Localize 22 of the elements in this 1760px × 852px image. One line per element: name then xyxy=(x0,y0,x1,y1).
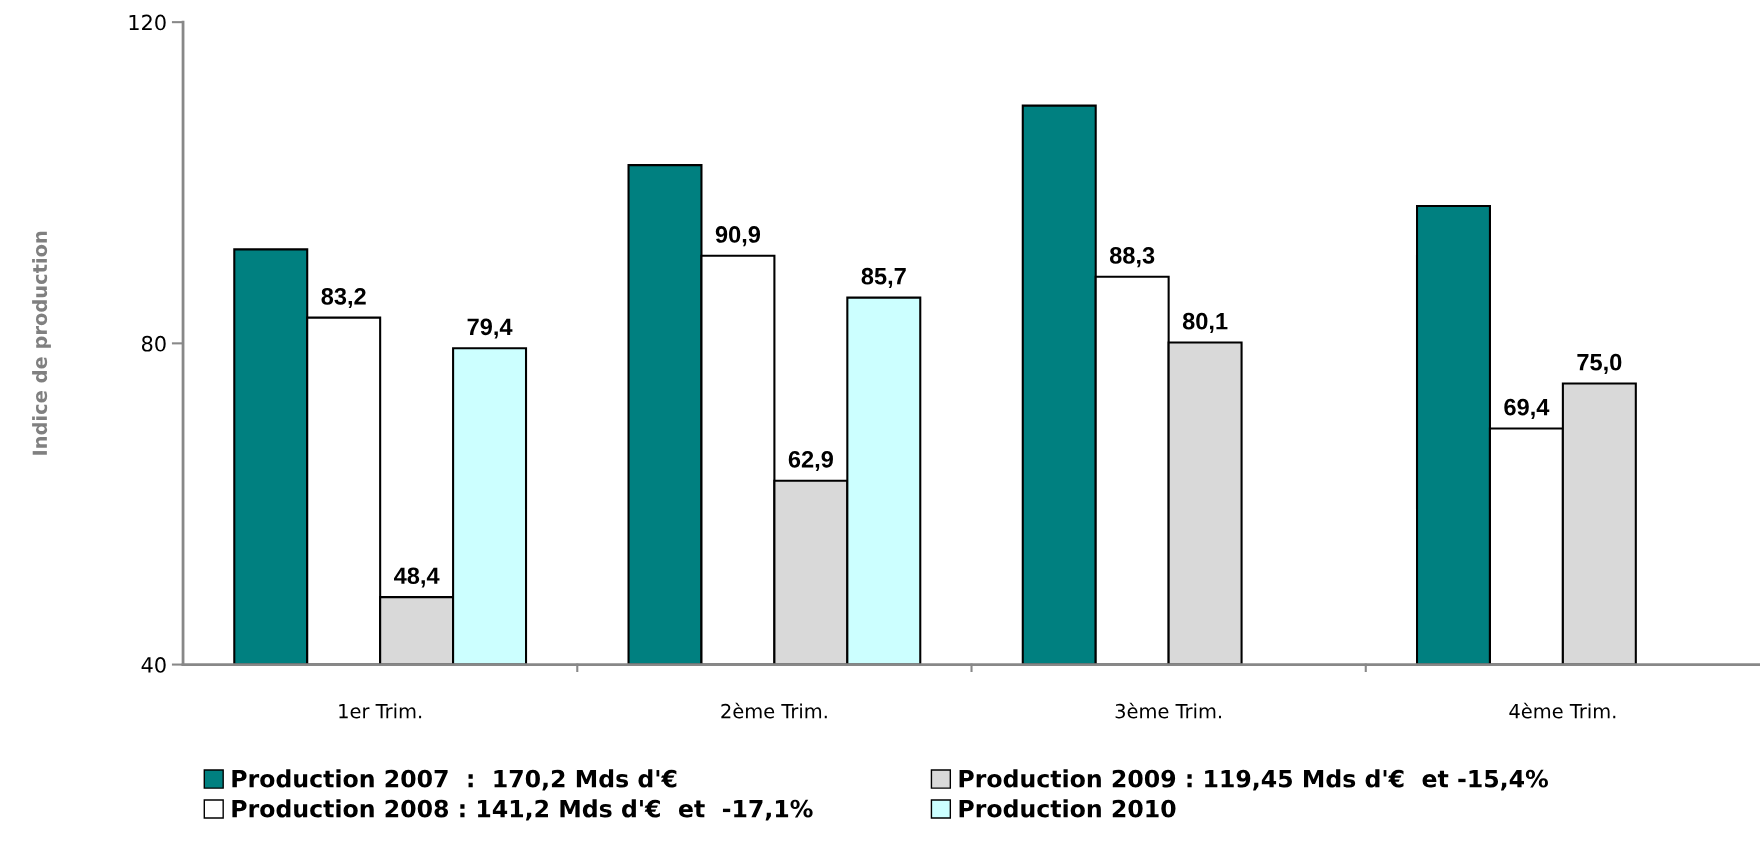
y-tick-label: 40 xyxy=(141,657,166,673)
y-tick-label: 80 xyxy=(141,335,166,352)
data-label: 80,1 xyxy=(1182,312,1228,333)
x-tick-label: 4ème Trim. xyxy=(1509,702,1616,719)
data-label: 90,9 xyxy=(715,226,761,247)
y-tick-label: 120 xyxy=(129,14,166,31)
data-label: 88,3 xyxy=(1109,246,1155,268)
y-axis-title: Indice de production xyxy=(32,231,51,455)
x-tick-label: 3ème Trim. xyxy=(1115,702,1222,719)
data-label: 79,4 xyxy=(467,318,513,339)
legend-label: Production 2008 : 141,2 Mds d'€ et -17,1% xyxy=(232,799,813,821)
data-label: 48,4 xyxy=(394,567,440,588)
data-label: 69,4 xyxy=(1504,398,1550,419)
legend-label: Production 2010 xyxy=(959,799,1176,818)
x-tick-label: 1er Trim. xyxy=(339,703,422,719)
legend-label: Production 2009 : 119,45 Mds d'€ et -15,4% xyxy=(959,769,1548,791)
data-label: 85,7 xyxy=(861,267,906,289)
data-label: 83,2 xyxy=(321,287,366,309)
x-tick-label: 2ème Trim. xyxy=(721,702,827,719)
legend-label: Production 2007 : 170,2 Mds d'€ xyxy=(232,769,677,791)
data-label: 62,9 xyxy=(788,450,833,472)
data-label: 75,0 xyxy=(1577,353,1622,374)
